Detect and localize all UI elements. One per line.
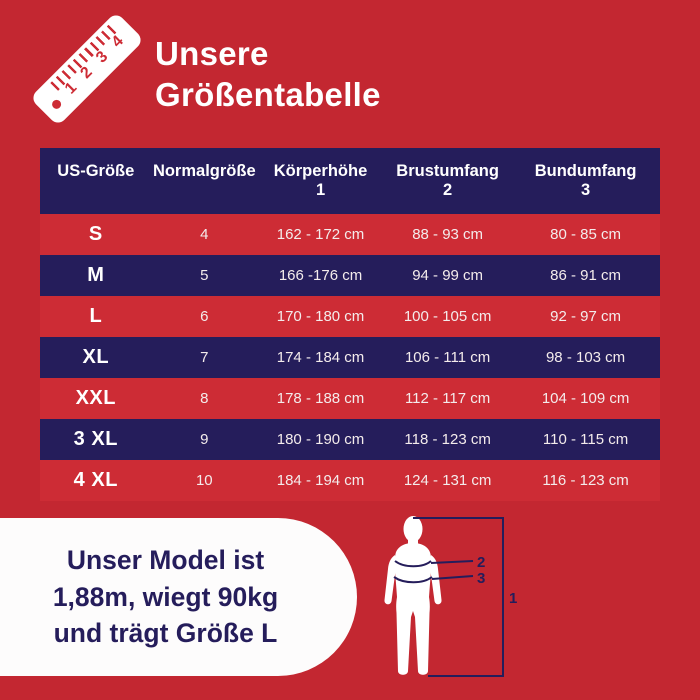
value-cell: 6 xyxy=(200,308,209,325)
value-cell: 104 - 109 cm xyxy=(541,390,630,407)
value-cell: 94 - 99 cm xyxy=(412,267,484,284)
value-cell: 124 - 131 cm xyxy=(403,472,492,489)
ruler-dot xyxy=(50,97,63,111)
size-cell: L xyxy=(89,305,103,327)
value-cell: 118 - 123 cm xyxy=(404,431,491,448)
size-table: US-Größe Normalgröße Körperhöhe 1 Brustum… xyxy=(40,148,660,501)
value-cell: 112 - 117 cm xyxy=(404,390,491,407)
ruler-number: 1 xyxy=(61,79,81,98)
table-row: M 5 166 -176 cm 94 - 99 cm 86 - 91 cm xyxy=(40,255,660,296)
value-cell: 110 - 115 cm xyxy=(542,431,629,448)
model-note-line3: und trägt Größe L xyxy=(53,618,278,649)
table-row: S 4 162 - 172 cm 88 - 93 cm 80 - 85 cm xyxy=(40,214,660,255)
value-cell: 166 -176 cm xyxy=(278,267,363,284)
header-label: Körperhöhe xyxy=(273,161,368,180)
table-row: XL 7 174 - 184 cm 106 - 111 cm 98 - 103 cm xyxy=(40,337,660,378)
header-us-size: US-Größe xyxy=(40,148,152,214)
ruler-number: 2 xyxy=(77,63,96,83)
ruler-icon-body: 1 2 3 4 xyxy=(29,11,145,127)
value-cell: 10 xyxy=(195,472,213,489)
chest-curve-line xyxy=(394,560,432,568)
size-cell: XL xyxy=(82,346,110,368)
value-cell: 86 - 91 cm xyxy=(550,267,622,284)
size-table-body: S 4 162 - 172 cm 88 - 93 cm 80 - 85 cm M 5 166 … xyxy=(40,214,660,501)
value-cell: 5 xyxy=(200,267,209,284)
waist-curve-line xyxy=(393,576,433,584)
size-cell: M xyxy=(87,264,105,286)
value-cell: 162 - 172 cm xyxy=(276,226,365,243)
value-cell: 180 - 190 cm xyxy=(276,431,365,448)
header-label: Bundumfang xyxy=(534,161,637,180)
value-cell: 178 - 188 cm xyxy=(276,390,365,407)
value-cell: 170 - 180 cm xyxy=(276,308,365,325)
value-cell: 98 - 103 cm xyxy=(545,349,626,366)
header-sub: 3 xyxy=(580,181,591,199)
model-note-card: Unser Model ist 1,88m, wiegt 90kg und tr… xyxy=(0,518,357,676)
chest-label: 2 xyxy=(477,554,485,571)
value-cell: 80 - 85 cm xyxy=(550,226,622,243)
body-silhouette-icon xyxy=(384,516,442,675)
value-cell: 100 - 105 cm xyxy=(403,308,492,325)
value-cell: 7 xyxy=(200,349,209,366)
header-chest: Brustumfang 2 xyxy=(384,148,511,214)
value-cell: 174 - 184 cm xyxy=(276,349,365,366)
page-title-line1: Unsere xyxy=(155,35,269,72)
header-label: Brustumfang xyxy=(396,161,499,180)
value-cell: 8 xyxy=(200,390,209,407)
table-row: 4 XL 10 184 - 194 cm 124 - 131 cm 116 - 123 … xyxy=(40,460,660,501)
header-sub: 2 xyxy=(443,181,453,199)
ruler-number: 4 xyxy=(108,32,127,51)
table-row: XXL 8 178 - 188 cm 112 - 117 cm 104 - 109 cm xyxy=(40,378,660,419)
value-cell: 88 - 93 cm xyxy=(412,226,484,243)
chest-leader-line xyxy=(430,560,474,564)
value-cell: 92 - 97 cm xyxy=(550,308,622,325)
size-cell: S xyxy=(88,223,103,245)
header-body-height: Körperhöhe 1 xyxy=(257,148,384,214)
header-label: Normalgröße xyxy=(152,161,256,180)
table-row: L 6 170 - 180 cm 100 - 105 cm 92 - 97 cm xyxy=(40,296,660,337)
size-table-header: US-Größe Normalgröße Körperhöhe 1 Brustum… xyxy=(40,148,660,214)
value-cell: 184 - 194 cm xyxy=(276,472,365,489)
header-normal-size: Normalgröße xyxy=(152,148,257,214)
page-title-line2: Größentabelle xyxy=(155,75,381,113)
header-sub: 1 xyxy=(315,181,326,199)
header-sub xyxy=(152,181,257,200)
height-label: 1 xyxy=(509,590,517,607)
waist-label: 3 xyxy=(477,570,485,587)
value-cell: 4 xyxy=(200,226,209,243)
size-cell: 3 XL xyxy=(73,428,118,450)
measurement-lines xyxy=(393,517,504,677)
header-row: US-Größe Normalgröße Körperhöhe 1 Brustum… xyxy=(40,148,660,214)
page-title: Unsere Größentabelle xyxy=(155,34,381,116)
value-cell: 9 xyxy=(200,431,209,448)
header-label: US-Größe xyxy=(57,161,135,180)
value-cell: 116 - 123 cm xyxy=(542,472,629,489)
model-note-line1: Unser Model ist xyxy=(66,545,265,576)
size-cell: XXL xyxy=(75,387,116,409)
header-waist: Bundumfang 3 xyxy=(511,148,660,214)
table-row: 3 XL 9 180 - 190 cm 118 - 123 cm 110 - 115 c… xyxy=(40,419,660,460)
ruler-number: 3 xyxy=(93,48,112,67)
header-sub xyxy=(40,181,152,200)
size-cell: 4 XL xyxy=(73,469,118,491)
height-bracket-line xyxy=(413,517,504,677)
body-measurement-diagram: 2 3 1 xyxy=(384,516,517,677)
value-cell: 106 - 111 cm xyxy=(404,349,491,366)
model-note-line2: 1,88m, wiegt 90kg xyxy=(52,581,279,612)
waist-leader-line xyxy=(431,575,474,580)
ruler-icon: 1 2 3 4 xyxy=(29,11,145,127)
